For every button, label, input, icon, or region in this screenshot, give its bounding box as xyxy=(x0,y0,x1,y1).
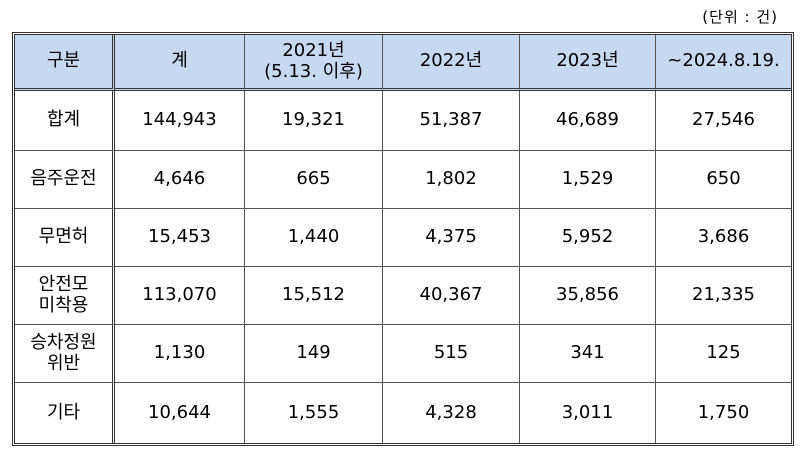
cell-2024: 27,546 xyxy=(656,91,791,151)
row-label: 합계 xyxy=(15,91,115,151)
header-2021-year: 2021년 xyxy=(282,39,345,61)
cell-2021: 1,555 xyxy=(245,383,383,443)
table-row: 기타 10,644 1,555 4,328 3,011 1,750 xyxy=(15,383,791,443)
cell-2023: 1,529 xyxy=(520,151,656,209)
cell-2021: 149 xyxy=(245,325,383,383)
row-label-line2: 위반 xyxy=(46,352,81,374)
row-label-line1: 승차정원 xyxy=(30,331,97,353)
cell-total: 4,646 xyxy=(115,151,245,209)
header-2021-note: (5.13. 이후) xyxy=(264,60,363,82)
row-label: 기타 xyxy=(15,383,115,443)
cell-2021: 1,440 xyxy=(245,209,383,267)
header-row: 구분 계 2021년 (5.13. 이후) 2022년 2023년 ~2024.… xyxy=(15,35,791,91)
header-2024: ~2024.8.19. xyxy=(656,35,791,91)
cell-2023: 5,952 xyxy=(520,209,656,267)
row-label-line1: 음주운전 xyxy=(30,168,97,190)
row-label-line1: 기타 xyxy=(46,401,81,423)
cell-2024: 1,750 xyxy=(697,401,750,423)
cell-2024: 125 xyxy=(656,325,791,383)
cell-total: 113,070 xyxy=(115,267,245,325)
row-label: 안전모 미착용 xyxy=(15,267,115,325)
header-category: 구분 xyxy=(15,35,115,91)
cell-2024: 650 xyxy=(656,151,791,209)
cell-2023: 3,011 xyxy=(520,383,656,443)
cell-2021: 19,321 xyxy=(245,91,383,151)
cell-2023: 35,856 xyxy=(520,267,656,325)
cell-2022: 40,367 xyxy=(383,267,520,325)
cell-total: 144,943 xyxy=(115,91,245,151)
cell-2022: 51,387 xyxy=(383,91,520,151)
cell-2021: 665 xyxy=(245,151,383,209)
cell-2021: 15,512 xyxy=(245,267,383,325)
row-label-line1: 무면허 xyxy=(38,226,89,248)
row-label: 무면허 xyxy=(15,209,115,267)
row-label-line1: 합계 xyxy=(46,109,81,131)
cell-2022: 4,375 xyxy=(383,209,520,267)
cell-2024: 3,686 xyxy=(656,209,791,267)
unit-note: (단위 : 건) xyxy=(702,8,778,26)
cell-total: 1,130 xyxy=(115,325,245,383)
table-row: 무면허 15,453 1,440 4,375 5,952 3,686 xyxy=(15,209,791,267)
cell-2024: 21,335 xyxy=(656,267,791,325)
row-label: 음주운전 xyxy=(15,151,115,209)
cell-2022: 515 xyxy=(383,325,520,383)
cell-total: 15,453 xyxy=(115,209,245,267)
table-row: 음주운전 4,646 665 1,802 1,529 650 xyxy=(15,151,791,209)
header-2022: 2022년 xyxy=(383,35,520,91)
table-row: 승차정원 위반 1,130 149 515 341 125 xyxy=(15,325,791,383)
row-label-line1: 안전모 xyxy=(38,273,89,295)
header-total: 계 xyxy=(115,35,245,91)
cell-2022: 4,328 xyxy=(383,383,520,443)
table-row: 안전모 미착용 113,070 15,512 40,367 35,856 21,… xyxy=(15,267,791,325)
row-label: 승차정원 위반 xyxy=(15,325,115,383)
row-label-line2: 미착용 xyxy=(38,294,89,316)
cell-2023: 341 xyxy=(520,325,656,383)
cell-2022: 1,802 xyxy=(383,151,520,209)
table-row: 합계 144,943 19,321 51,387 46,689 27,546 xyxy=(15,91,791,151)
header-2021: 2021년 (5.13. 이후) xyxy=(245,35,383,91)
cell-total: 10,644 xyxy=(115,383,245,443)
header-2023: 2023년 xyxy=(520,35,656,91)
cell-2023: 46,689 xyxy=(520,91,656,151)
statistics-table: 구분 계 2021년 (5.13. 이후) 2022년 2023년 ~2024.… xyxy=(12,32,794,446)
